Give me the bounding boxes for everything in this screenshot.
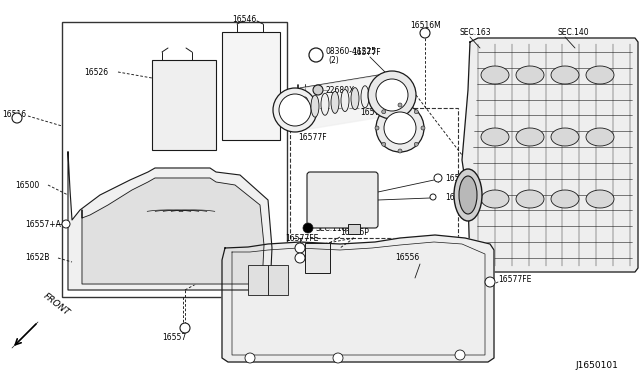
Circle shape — [279, 94, 311, 126]
Bar — [222, 32, 280, 140]
Bar — [268, 265, 288, 295]
Circle shape — [384, 112, 416, 144]
Circle shape — [455, 350, 465, 360]
Text: 16557+A: 16557+A — [25, 219, 61, 228]
Text: 5: 5 — [314, 52, 318, 58]
Text: 16516M: 16516M — [410, 20, 441, 29]
Text: FRONT: FRONT — [42, 292, 72, 318]
Ellipse shape — [551, 190, 579, 208]
Circle shape — [303, 223, 313, 233]
Ellipse shape — [361, 86, 369, 108]
Circle shape — [434, 174, 442, 182]
Ellipse shape — [341, 90, 349, 112]
Ellipse shape — [516, 190, 544, 208]
Circle shape — [420, 28, 430, 38]
Polygon shape — [68, 152, 272, 290]
Circle shape — [333, 353, 343, 363]
Circle shape — [414, 110, 419, 114]
Ellipse shape — [516, 128, 544, 146]
Text: 16577FE: 16577FE — [498, 276, 531, 285]
Ellipse shape — [481, 190, 509, 208]
Text: SEC.118: SEC.118 — [316, 224, 348, 232]
Circle shape — [309, 48, 323, 62]
Text: 16577F: 16577F — [298, 132, 326, 141]
Text: 16557: 16557 — [162, 333, 186, 341]
Circle shape — [381, 142, 386, 146]
Text: 16576P: 16576P — [340, 228, 369, 237]
Circle shape — [273, 88, 317, 132]
Circle shape — [398, 149, 402, 153]
Ellipse shape — [586, 66, 614, 84]
Ellipse shape — [331, 92, 339, 113]
Ellipse shape — [459, 176, 477, 214]
Circle shape — [414, 142, 419, 146]
Circle shape — [376, 104, 424, 152]
Ellipse shape — [481, 66, 509, 84]
Circle shape — [485, 277, 495, 287]
Ellipse shape — [551, 66, 579, 84]
Text: 1652B: 1652B — [25, 253, 49, 263]
Polygon shape — [462, 38, 638, 272]
Polygon shape — [222, 235, 494, 362]
Circle shape — [421, 126, 425, 130]
Ellipse shape — [311, 95, 319, 117]
Circle shape — [375, 126, 379, 130]
Ellipse shape — [351, 88, 359, 110]
Ellipse shape — [586, 128, 614, 146]
Bar — [152, 60, 216, 150]
Text: 22680X: 22680X — [326, 86, 355, 94]
Polygon shape — [82, 178, 264, 284]
Text: 08360-41225: 08360-41225 — [326, 46, 377, 55]
Bar — [248, 265, 268, 295]
Circle shape — [313, 85, 323, 95]
Text: SEC.163: SEC.163 — [460, 28, 492, 36]
Bar — [305, 243, 330, 273]
Text: 16577F: 16577F — [352, 48, 381, 57]
Circle shape — [381, 110, 386, 114]
Bar — [348, 224, 360, 234]
Text: 16546: 16546 — [232, 15, 256, 23]
Bar — [62, 22, 287, 297]
Text: 16576F: 16576F — [445, 192, 474, 202]
Circle shape — [295, 253, 305, 263]
Circle shape — [295, 243, 305, 253]
Text: 16516: 16516 — [2, 109, 26, 119]
Text: (2): (2) — [328, 55, 339, 64]
Ellipse shape — [454, 169, 482, 221]
Circle shape — [368, 71, 416, 119]
Ellipse shape — [481, 128, 509, 146]
Ellipse shape — [321, 93, 329, 115]
Text: SEC.140: SEC.140 — [558, 28, 589, 36]
Text: 16557M: 16557M — [445, 173, 476, 183]
Ellipse shape — [301, 97, 309, 119]
Bar — [290, 108, 458, 238]
Ellipse shape — [551, 128, 579, 146]
Ellipse shape — [516, 66, 544, 84]
Circle shape — [376, 79, 408, 111]
Text: 16500: 16500 — [15, 180, 39, 189]
Circle shape — [180, 323, 190, 333]
Text: 16556: 16556 — [395, 253, 419, 263]
Circle shape — [398, 103, 402, 107]
Text: J1650101: J1650101 — [575, 360, 618, 369]
Text: 16526: 16526 — [84, 67, 108, 77]
Circle shape — [62, 220, 70, 228]
Text: 16577FE: 16577FE — [285, 234, 318, 243]
Circle shape — [430, 194, 436, 200]
Circle shape — [245, 353, 255, 363]
FancyBboxPatch shape — [307, 172, 378, 228]
Text: 16577F: 16577F — [360, 108, 388, 116]
Ellipse shape — [381, 82, 389, 104]
Circle shape — [12, 113, 22, 123]
Ellipse shape — [586, 190, 614, 208]
Ellipse shape — [371, 84, 379, 106]
